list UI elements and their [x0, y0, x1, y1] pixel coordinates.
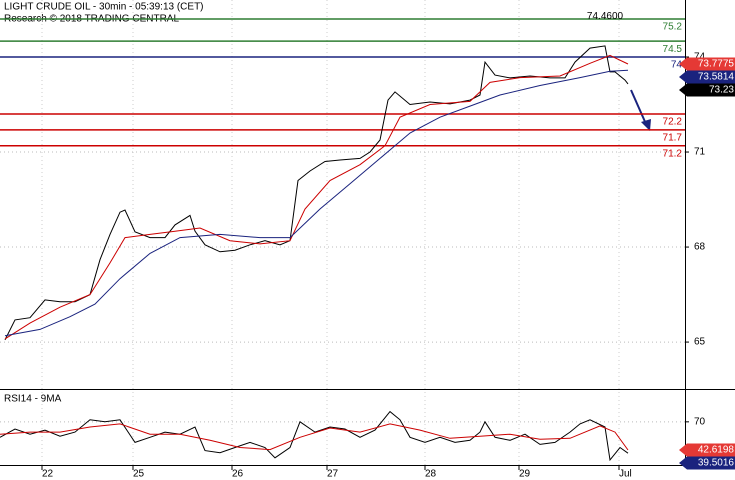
level-label: 71.7 — [663, 133, 683, 144]
y-tick-label: 70 — [694, 416, 706, 427]
y-tick-label: 65 — [694, 337, 706, 348]
level-label: 72.2 — [663, 117, 683, 128]
level-label: 74 — [671, 60, 683, 71]
indicator-title: RSI14 - 9MA — [4, 394, 62, 405]
price-tag-label: 39.5016 — [698, 458, 735, 469]
x-tick-label: 22 — [42, 469, 54, 480]
x-tick-label: 27 — [327, 469, 339, 480]
chart-title: LIGHT CRUDE OIL - 30min - 05:39:13 (CET) — [4, 2, 204, 13]
price-tag — [679, 456, 735, 470]
price-tag — [679, 83, 735, 97]
price-tag — [679, 57, 735, 71]
series-line — [4, 69, 629, 337]
series-line — [0, 410, 629, 462]
x-tick-label: 25 — [133, 469, 145, 480]
price-tag — [679, 70, 735, 84]
y-tick-label: 68 — [694, 242, 706, 253]
price-tag-label: 73.7775 — [698, 59, 735, 70]
level-label: 71.2 — [663, 148, 683, 159]
series-line — [4, 54, 629, 340]
level-label: 74.5 — [663, 44, 683, 55]
annotation-label: 74.4600 — [587, 11, 624, 22]
series-line — [0, 423, 629, 451]
x-tick-label: 26 — [232, 469, 244, 480]
price-tag — [679, 443, 735, 457]
level-label: 75.2 — [663, 22, 683, 33]
price-tag-label: 73.23 — [709, 85, 734, 96]
price-tag-label: 73.5814 — [698, 72, 735, 83]
forecast-arrow — [630, 89, 647, 125]
y-tick-label: 71 — [694, 147, 706, 158]
x-tick-label: 28 — [425, 469, 437, 480]
y-tick-label: 74 — [694, 52, 706, 63]
x-tick-label: 29 — [519, 469, 531, 480]
price-tag-label: 42.6198 — [698, 445, 735, 456]
series-line — [4, 45, 629, 341]
x-tick-label: Jul — [619, 469, 632, 480]
forecast-arrowhead — [641, 119, 651, 131]
